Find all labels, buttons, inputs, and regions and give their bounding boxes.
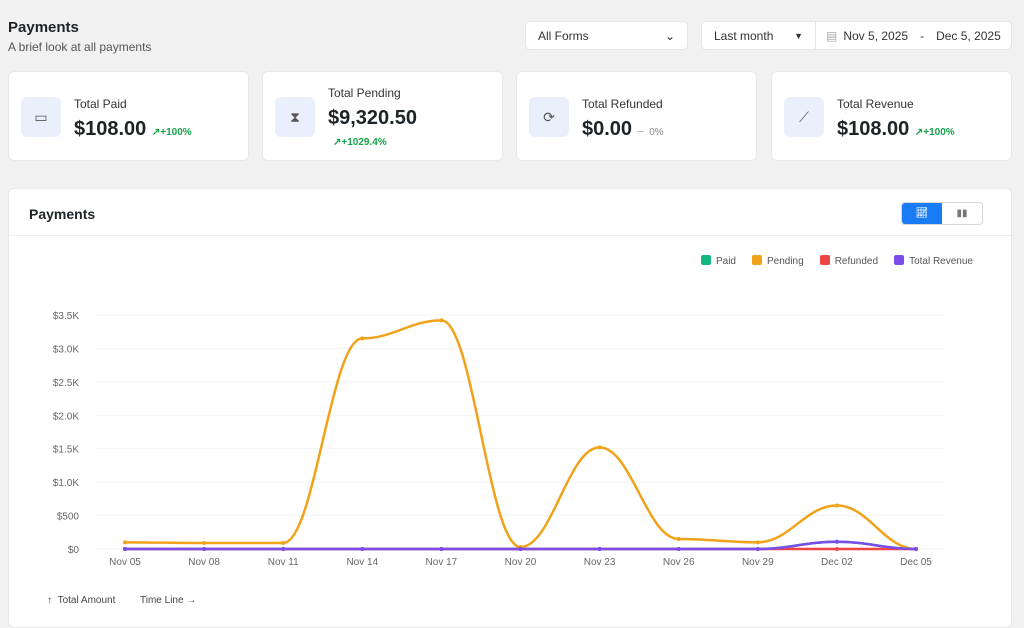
series-line-pending	[124, 319, 917, 551]
y-tick-label: $1.0K	[53, 478, 79, 489]
x-tick-label: Nov 14	[346, 557, 378, 568]
y-tick-label: $1.5K	[53, 445, 79, 456]
chart-line-icon: ⟋	[784, 97, 824, 137]
card-total-revenue: ⟋ Total Revenue $108.00 ↗+100%	[771, 71, 1012, 161]
x-tick-label: Nov 08	[188, 557, 220, 568]
panel-title: Payments	[29, 206, 96, 222]
data-point	[597, 547, 602, 551]
card-change: +100%	[923, 127, 955, 138]
date-separator: -	[920, 28, 925, 43]
data-point	[834, 547, 839, 551]
card-value: $0.00 ┄ 0%	[582, 118, 664, 140]
period-select[interactable]: Last month ▼	[702, 22, 816, 49]
refund-icon: ⟳	[529, 97, 569, 137]
caret-down-icon: ▼	[794, 30, 803, 41]
end-date[interactable]: Dec 5, 2025	[936, 28, 1001, 43]
legend-item[interactable]: Pending	[751, 255, 804, 267]
date-range-picker[interactable]: Last month ▼ ▤ Nov 5, 2025- Dec 5, 2025	[701, 21, 1012, 50]
x-tick-label: Nov 17	[426, 557, 458, 568]
card-total-pending: ⧗ Total Pending $9,320.50 ↗+1029.4%	[262, 71, 503, 161]
data-point	[281, 540, 286, 545]
x-axis-caption: Time Line →	[140, 595, 197, 606]
line-chart-button[interactable]: 📈︎	[902, 203, 942, 224]
card-total-refunded: ⟳ Total Refunded $0.00 ┄ 0%	[516, 71, 757, 161]
data-point	[755, 547, 760, 551]
legend-item[interactable]: Refunded	[819, 255, 879, 267]
data-point	[123, 547, 127, 551]
page-title: Payments	[8, 19, 79, 36]
card-label: Total Pending	[328, 86, 401, 100]
data-point	[439, 318, 444, 323]
y-tick-label: $2.5K	[53, 378, 79, 389]
card-change: 0%	[649, 127, 664, 138]
y-tick-label: $3.0K	[53, 344, 79, 355]
card-change: ↗+1029.4%	[333, 137, 387, 148]
chevron-down-icon: ⌄	[664, 28, 675, 43]
hourglass-icon: ⧗	[275, 97, 315, 137]
data-point	[360, 336, 365, 341]
card-value: $9,320.50	[328, 107, 417, 129]
data-point	[123, 540, 127, 545]
card-value: $108.00 ↗+100%	[837, 118, 955, 140]
legend-label: Refunded	[834, 256, 879, 267]
start-date[interactable]: Nov 5, 2025	[843, 28, 909, 43]
legend-item[interactable]: Paid	[700, 255, 736, 267]
page-subtitle: A brief look at all payments	[8, 40, 152, 54]
card-total-paid: ▭ Total Paid $108.00 ↗+100%	[8, 71, 249, 161]
data-point	[281, 547, 286, 551]
y-tick-label: $500	[57, 512, 80, 523]
x-tick-label: Nov 26	[663, 557, 695, 568]
card-label: Total Revenue	[837, 97, 914, 111]
x-tick-label: Dec 02	[821, 557, 853, 568]
divider	[9, 235, 1011, 236]
card-value: $108.00 ↗+100%	[74, 118, 192, 140]
legend-item[interactable]: Total Revenue	[894, 255, 973, 267]
period-value: Last month	[714, 28, 774, 43]
data-point	[518, 547, 523, 551]
legend-label: Paid	[715, 256, 736, 267]
payments-chart-panel: Payments 📈︎ ▮▮ Paid Pending Refunded Total …	[8, 188, 1012, 628]
data-point	[676, 547, 681, 551]
chart-type-toggle[interactable]: 📈︎ ▮▮	[901, 202, 983, 225]
x-tick-label: Nov 23	[584, 557, 616, 568]
legend-swatch	[894, 255, 905, 265]
wallet-icon: ▭	[21, 97, 61, 137]
card-label: Total Refunded	[582, 97, 663, 111]
trend-up-icon: ↗	[151, 127, 161, 138]
x-tick-label: Dec 05	[900, 557, 932, 568]
data-point	[834, 503, 839, 508]
y-axis-caption: ↑ Total Amount	[47, 595, 116, 606]
data-point	[202, 540, 207, 545]
data-point	[834, 539, 839, 544]
data-point	[202, 547, 207, 551]
y-tick-label: $3.5K	[53, 311, 79, 322]
legend-label: Total Revenue	[909, 256, 973, 267]
data-point	[597, 445, 602, 450]
legend-label: Pending	[766, 256, 804, 267]
x-tick-label: Nov 29	[742, 557, 774, 568]
x-tick-label: Nov 20	[505, 557, 537, 568]
forms-select-value: All Forms	[538, 28, 589, 43]
card-label: Total Paid	[74, 97, 127, 111]
chart-legend: Paid Pending Refunded Total Revenue	[700, 255, 973, 267]
data-point	[914, 547, 918, 551]
data-point	[439, 547, 444, 551]
y-tick-label: $2.0K	[53, 411, 79, 422]
x-tick-label: Nov 11	[268, 557, 299, 568]
legend-swatch	[751, 255, 762, 265]
legend-swatch	[819, 255, 830, 265]
calendar-icon: ▤	[826, 28, 838, 43]
x-tick-label: Nov 05	[109, 557, 141, 568]
data-point	[360, 547, 365, 551]
data-point	[676, 536, 681, 541]
forms-select[interactable]: All Forms ⌄	[525, 21, 688, 50]
data-point	[755, 540, 760, 545]
legend-swatch	[700, 255, 711, 265]
y-tick-label: $0	[68, 545, 80, 556]
bar-chart-button[interactable]: ▮▮	[956, 208, 968, 219]
card-change: +100%	[160, 127, 192, 138]
